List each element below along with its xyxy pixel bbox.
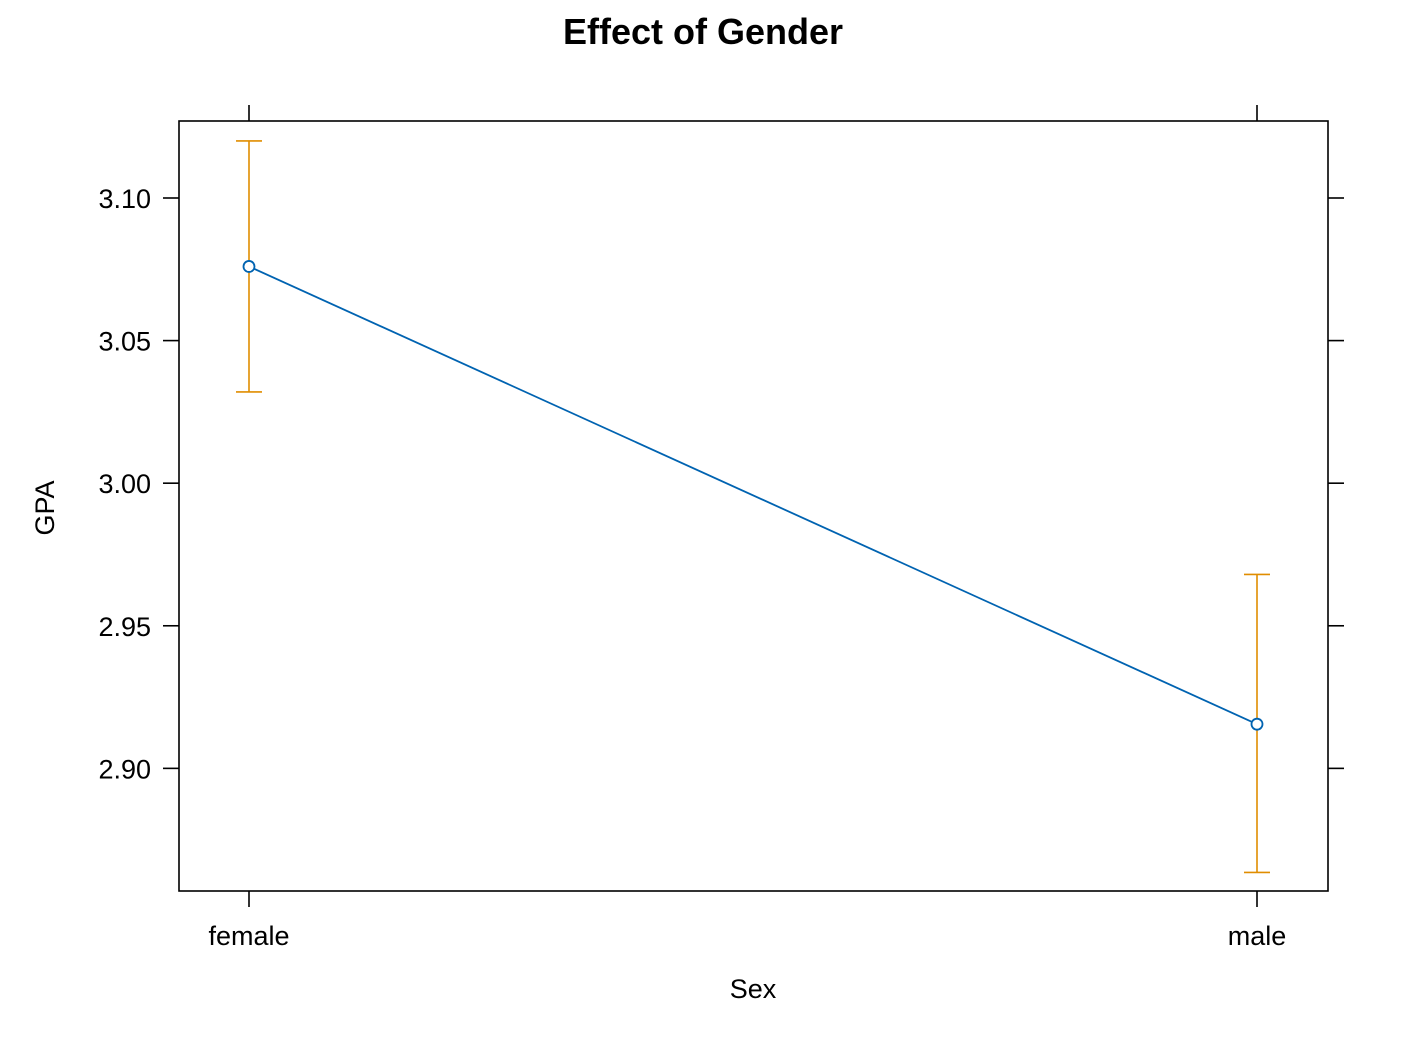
y-tick-label-2: 3.00 (98, 469, 151, 499)
x-axis-label: Sex (730, 974, 777, 1004)
series-line-0 (248, 265, 1258, 725)
y-tick-label-3: 3.05 (98, 327, 151, 357)
data-point-female (242, 260, 256, 273)
chart-title: Effect of Gender (563, 11, 843, 52)
y-tick-label-1: 2.95 (98, 612, 151, 642)
y-axis-label: GPA (30, 480, 60, 535)
y-tick-label-0: 2.90 (98, 754, 151, 784)
data-point-male (1250, 717, 1264, 731)
x-tick-label-male: male (1228, 921, 1287, 951)
x-tick-label-female: female (208, 921, 289, 951)
y-tick-label-4: 3.10 (98, 184, 151, 214)
plot-frame (178, 120, 1329, 892)
